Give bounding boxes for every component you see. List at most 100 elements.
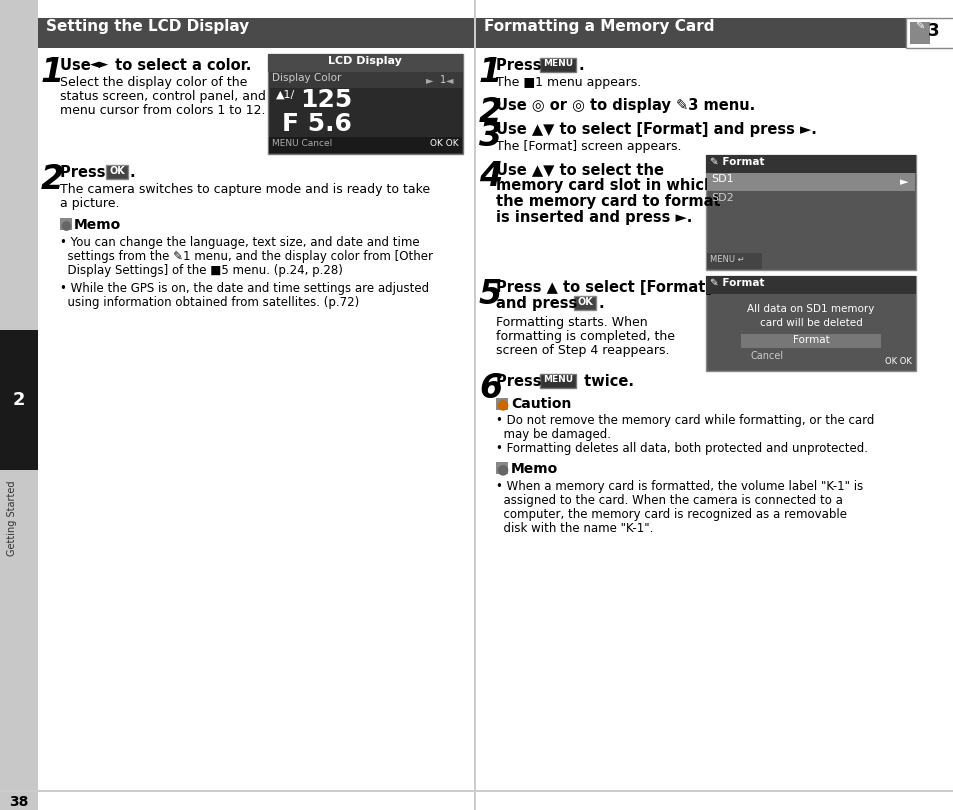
- Text: OK OK: OK OK: [884, 357, 911, 366]
- Text: memory card slot in which: memory card slot in which: [496, 178, 714, 193]
- Text: 1: 1: [439, 75, 446, 85]
- Bar: [476, 18, 905, 48]
- Text: F 5.6: F 5.6: [282, 112, 352, 136]
- Text: and press: and press: [496, 296, 581, 311]
- Text: formatting is completed, the: formatting is completed, the: [496, 330, 675, 343]
- Text: 3: 3: [927, 22, 939, 40]
- Text: screen of Step 4 reappears.: screen of Step 4 reappears.: [496, 344, 669, 357]
- Text: ◄►: ◄►: [90, 58, 110, 71]
- Text: Press ▲ to select [Format]: Press ▲ to select [Format]: [496, 280, 711, 295]
- Text: 3: 3: [478, 120, 501, 153]
- Text: Getting Started: Getting Started: [7, 480, 17, 556]
- Text: • When a memory card is formatted, the volume label "K-1" is: • When a memory card is formatted, the v…: [496, 480, 862, 493]
- Bar: [269, 72, 461, 88]
- Text: • Formatting deletes all data, both protected and unprotected.: • Formatting deletes all data, both prot…: [496, 442, 867, 455]
- Bar: [0, 790, 953, 792]
- Bar: [706, 253, 761, 269]
- Text: Cancel: Cancel: [750, 351, 783, 361]
- Text: Use ▲▼ to select [Format] and press ►.: Use ▲▼ to select [Format] and press ►.: [496, 122, 816, 137]
- Text: 38: 38: [10, 795, 29, 809]
- Text: settings from the ✎1 menu, and the display color from [Other: settings from the ✎1 menu, and the displ…: [60, 250, 433, 263]
- Bar: [268, 54, 462, 72]
- Text: Press: Press: [496, 58, 546, 73]
- Bar: [474, 0, 476, 810]
- Bar: [0, 330, 38, 470]
- Text: ●: ●: [60, 218, 71, 231]
- Text: SD1: SD1: [710, 174, 733, 184]
- Text: Use: Use: [60, 58, 95, 73]
- Text: ►: ►: [425, 75, 433, 85]
- Text: • Do not remove the memory card while formatting, or the card: • Do not remove the memory card while fo…: [496, 414, 874, 427]
- Bar: [705, 155, 915, 173]
- Bar: [705, 276, 915, 294]
- Bar: [496, 398, 507, 410]
- Bar: [740, 334, 880, 348]
- Text: The ■1 menu appears.: The ■1 menu appears.: [496, 76, 640, 89]
- Text: MENU Cancel: MENU Cancel: [272, 139, 332, 148]
- Text: Display Settings] of the ■5 menu. (p.24, p.28): Display Settings] of the ■5 menu. (p.24,…: [60, 264, 342, 277]
- Text: 2: 2: [41, 163, 64, 196]
- Bar: [60, 218, 71, 230]
- Text: Formatting a Memory Card: Formatting a Memory Card: [483, 19, 714, 34]
- Text: is inserted and press ►.: is inserted and press ►.: [496, 210, 692, 225]
- Text: • While the GPS is on, the date and time settings are adjusted: • While the GPS is on, the date and time…: [60, 282, 429, 295]
- Bar: [38, 18, 474, 48]
- Text: 5: 5: [478, 278, 501, 311]
- Text: ✎ Format: ✎ Format: [709, 157, 763, 167]
- Text: ▲1/: ▲1/: [275, 90, 294, 100]
- Text: OK: OK: [109, 166, 125, 176]
- Text: card will be deleted: card will be deleted: [759, 318, 862, 328]
- Text: the memory card to format: the memory card to format: [496, 194, 720, 209]
- Text: computer, the memory card is recognized as a removable: computer, the memory card is recognized …: [496, 508, 846, 521]
- Text: Select the display color of the: Select the display color of the: [60, 76, 247, 89]
- Bar: [909, 22, 929, 44]
- Text: ✎ Format: ✎ Format: [709, 278, 763, 288]
- Text: 1: 1: [478, 56, 501, 89]
- Bar: [106, 165, 128, 179]
- Text: ●: ●: [496, 397, 508, 411]
- Text: status screen, control panel, and: status screen, control panel, and: [60, 90, 266, 103]
- Text: assigned to the card. When the camera is connected to a: assigned to the card. When the camera is…: [496, 494, 842, 507]
- Text: disk with the name "K-1".: disk with the name "K-1".: [496, 522, 653, 535]
- Text: 1: 1: [41, 56, 64, 89]
- Text: .: .: [598, 296, 604, 311]
- Text: Press: Press: [60, 165, 111, 180]
- Text: 4: 4: [478, 160, 501, 193]
- Text: Display Color: Display Color: [272, 73, 341, 83]
- Text: The [Format] screen appears.: The [Format] screen appears.: [496, 140, 680, 153]
- Text: menu cursor from colors 1 to 12.: menu cursor from colors 1 to 12.: [60, 104, 265, 117]
- Text: Setting the LCD Display: Setting the LCD Display: [46, 19, 249, 34]
- Text: OK OK: OK OK: [430, 139, 458, 148]
- Bar: [905, 18, 953, 48]
- Text: .: .: [130, 165, 135, 180]
- Bar: [496, 462, 507, 474]
- Text: a picture.: a picture.: [60, 197, 119, 210]
- Text: ◄: ◄: [445, 75, 453, 85]
- Text: SD2: SD2: [710, 193, 733, 203]
- Text: MENU: MENU: [542, 59, 573, 68]
- Text: Use ◎ or ◎ to display ✎3 menu.: Use ◎ or ◎ to display ✎3 menu.: [496, 98, 755, 113]
- Text: 125: 125: [299, 88, 352, 112]
- Text: MENU ↵: MENU ↵: [709, 255, 744, 264]
- Text: 2: 2: [12, 391, 25, 409]
- Text: 6: 6: [478, 372, 501, 405]
- Bar: [705, 155, 915, 270]
- Text: Use ▲▼ to select the: Use ▲▼ to select the: [496, 162, 663, 177]
- Bar: [574, 296, 596, 310]
- Text: LCD Display: LCD Display: [328, 56, 401, 66]
- Text: Memo: Memo: [74, 218, 121, 232]
- Text: Formatting starts. When: Formatting starts. When: [496, 316, 647, 329]
- Bar: [268, 54, 462, 154]
- Bar: [539, 58, 576, 72]
- Text: OK: OK: [577, 297, 592, 307]
- Text: ►: ►: [899, 177, 907, 187]
- Text: Format: Format: [792, 335, 828, 345]
- Text: to select a color.: to select a color.: [110, 58, 251, 73]
- Bar: [705, 276, 915, 371]
- Text: All data on SD1 memory: All data on SD1 memory: [746, 304, 874, 314]
- Text: .: .: [578, 58, 584, 73]
- Bar: [0, 0, 38, 810]
- Text: • You can change the language, text size, and date and time: • You can change the language, text size…: [60, 236, 419, 249]
- Text: may be damaged.: may be damaged.: [496, 428, 610, 441]
- Text: Press: Press: [496, 374, 546, 389]
